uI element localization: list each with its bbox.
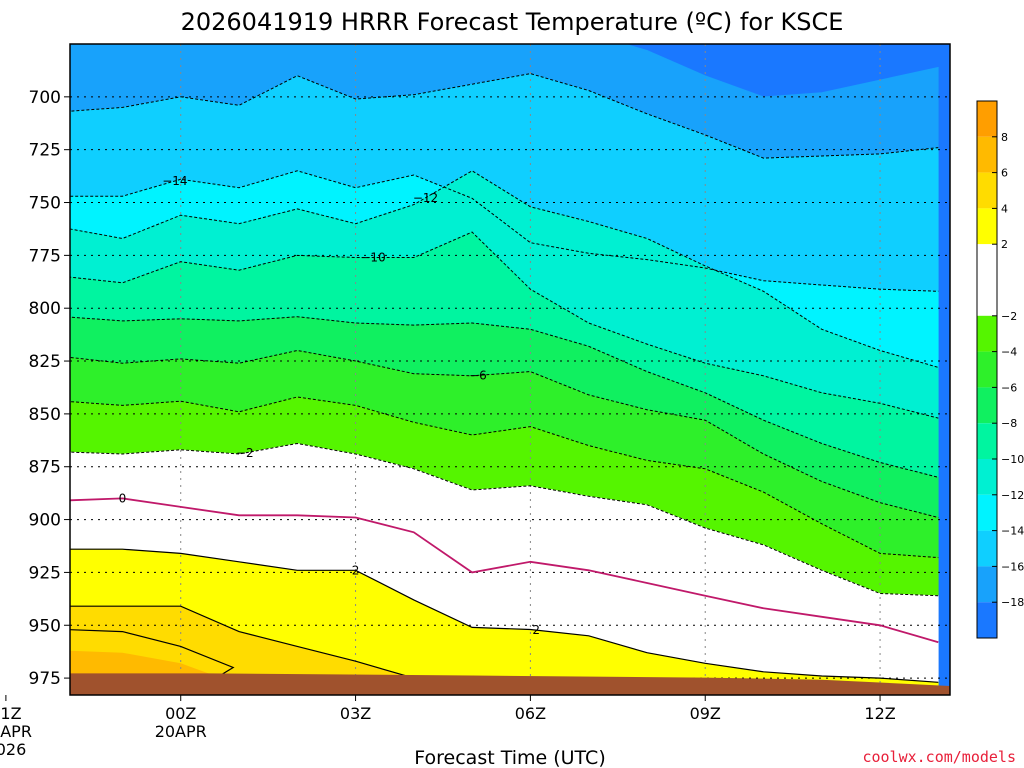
ytick-label-950: 950 — [29, 616, 61, 636]
ytick-label-975: 975 — [29, 669, 61, 689]
xtick-label-21Z: 21Z — [0, 704, 22, 723]
ytick-label-775: 775 — [29, 246, 61, 266]
colorbar-swatch--2 — [977, 244, 997, 316]
contour-label-bg — [17, 595, 41, 609]
colorbar-swatch--12 — [977, 459, 997, 495]
contour-label--4: −4 — [20, 390, 38, 404]
ground-fill — [70, 673, 950, 695]
contour-label-4: 4 — [25, 595, 33, 609]
colorbar-label--12: −12 — [1001, 489, 1024, 502]
xtick-label-03Z: 03Z — [340, 704, 371, 723]
colorbar-frame — [976, 100, 998, 639]
temperature-fill-bands — [70, 44, 950, 695]
colorbar-swatch--18 — [977, 566, 997, 603]
ytick-label-725: 725 — [29, 141, 61, 161]
colorbar-swatch--4 — [977, 315, 997, 352]
colorbar-label-2: 2 — [1001, 238, 1008, 251]
ytick-label-850: 850 — [29, 405, 61, 425]
xtick-label-09Z: 09Z — [690, 704, 721, 723]
colorbar-swatch-8 — [977, 101, 997, 137]
isotherm--12 — [70, 170, 939, 368]
xtick-label-12Z: 12Z — [864, 704, 895, 723]
contour-label--12: −12 — [413, 191, 438, 205]
colorbar-label--16: −16 — [1001, 560, 1024, 573]
contour-label--6: −6 — [469, 368, 487, 382]
contour-label-bg — [17, 390, 41, 404]
colorbar-swatch--16 — [977, 530, 997, 567]
ytick-label-800: 800 — [29, 299, 61, 319]
colorbar-label-4: 4 — [1001, 202, 1008, 215]
isotherm-2 — [70, 548, 939, 683]
colorbar-label--6: −6 — [1001, 381, 1017, 394]
ytick-label-900: 900 — [29, 511, 61, 531]
isotherm--10 — [70, 231, 939, 419]
colorbar-label--2: −2 — [1001, 310, 1017, 323]
contour-label-2: 2 — [532, 623, 540, 637]
colorbar-legend: 8 6 4 2 −2 −4 −6 −8 −10 −12 −14 −16 −18 — [976, 100, 1024, 639]
colorbar-swatch--20 — [977, 602, 997, 638]
ytick-label-750: 750 — [29, 194, 61, 214]
contour-label-0: 0 — [119, 491, 127, 505]
colorbar-label--4: −4 — [1001, 346, 1017, 359]
credit-link[interactable]: coolwx.com/models — [862, 748, 1016, 766]
colorbar-label--18: −18 — [1001, 596, 1024, 609]
xtick-year-2026: 2026 — [0, 740, 26, 759]
colorbar-swatch--10 — [977, 423, 997, 459]
y-axis-pressure: 700 725 750 775 800 825 850 875 900 925 950 975 — [29, 88, 70, 689]
colorbar-swatch-2 — [977, 208, 997, 245]
contour-label-2: 2 — [352, 563, 360, 577]
contour-label-bg — [17, 538, 41, 552]
xtick-date-20APR: 20APR — [155, 722, 207, 741]
colorbar-swatch--6 — [977, 351, 997, 388]
colorbar-label-8: 8 — [1001, 131, 1008, 144]
xtick-label-00Z: 00Z — [165, 704, 196, 723]
contour-label--10: −10 — [360, 250, 385, 264]
plot-frame — [69, 43, 951, 696]
isotherm--14 — [70, 170, 939, 292]
contour-label-2: 2 — [25, 538, 33, 552]
isotherm--16 — [70, 73, 939, 159]
isotherm--8 — [70, 316, 939, 478]
colorbar-swatch--8 — [977, 387, 997, 424]
isotherm--6 — [70, 349, 939, 518]
chart-title: 2026041919 HRRR Forecast Temperature (ºC… — [181, 8, 844, 36]
ytick-label-825: 825 — [29, 352, 61, 372]
isotherm--4 — [70, 396, 939, 559]
colorbar-label--10: −10 — [1001, 453, 1024, 466]
xtick-label-06Z: 06Z — [515, 704, 546, 723]
colorbar-swatch-4 — [977, 172, 997, 209]
xtick-date-19APR: 19APR — [0, 722, 32, 741]
colorbar-label--14: −14 — [1001, 525, 1024, 538]
isotherm--2 — [70, 442, 939, 597]
ytick-label-875: 875 — [29, 458, 61, 478]
colorbar-swatch--14 — [977, 494, 997, 531]
ground-surface — [70, 673, 950, 695]
ytick-label-700: 700 — [29, 88, 61, 108]
contour-label--2: −2 — [236, 446, 254, 460]
x-axis-title: Forecast Time (UTC) — [414, 747, 605, 768]
contour-label--14: −14 — [162, 174, 187, 188]
isotherm-0 — [70, 497, 939, 644]
colorbar-swatch-6 — [977, 136, 997, 173]
colorbar-label--8: −8 — [1001, 417, 1017, 430]
colorbar-label-6: 6 — [1001, 167, 1008, 180]
ytick-label-925: 925 — [29, 563, 61, 583]
